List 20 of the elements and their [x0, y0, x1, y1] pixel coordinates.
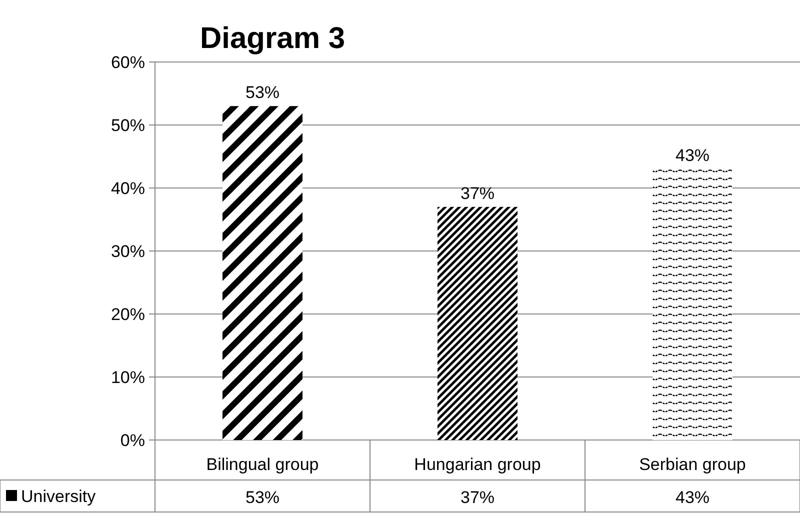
- y-tick-label: 10%: [110, 368, 145, 387]
- y-tick-label: 50%: [110, 116, 145, 135]
- text: University: [21, 487, 96, 506]
- text: 53%: [245, 488, 280, 507]
- y-tick-label: 20%: [110, 305, 145, 324]
- text: 43%: [675, 146, 710, 166]
- text: 37%: [460, 488, 495, 507]
- chart-title: Diagram 3: [200, 22, 346, 55]
- y-tick-label: 0%: [120, 431, 145, 450]
- y-tick-label: 40%: [110, 179, 145, 198]
- bar: [438, 206, 518, 440]
- text: 37%: [460, 184, 495, 203]
- x-tick-label: Hungarian group: [414, 455, 541, 474]
- text: 53%: [245, 83, 280, 102]
- x-tick-label: Bilingual group: [206, 455, 319, 474]
- bar: [222, 106, 302, 440]
- x-tick-label: Serbian group: [639, 455, 746, 474]
- y-tick-label: 60%: [110, 53, 145, 72]
- text: 43%: [675, 488, 710, 507]
- y-tick-label: 30%: [110, 242, 145, 261]
